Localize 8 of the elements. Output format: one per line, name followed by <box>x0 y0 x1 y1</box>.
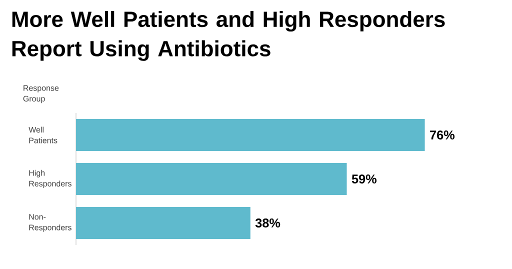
y-axis-title: Response Group <box>23 85 59 104</box>
data-label: 38% <box>255 218 280 228</box>
chart-title: More Well Patients and High Responders Report Using Antibiotics <box>12 10 445 61</box>
data-label: 59% <box>352 174 377 184</box>
y-tick-label: High Responders <box>29 170 72 188</box>
data-label: 76% <box>430 130 455 140</box>
y-tick-label: Well Patients <box>28 126 58 144</box>
y-tick-label: Non-Responders <box>29 214 72 232</box>
